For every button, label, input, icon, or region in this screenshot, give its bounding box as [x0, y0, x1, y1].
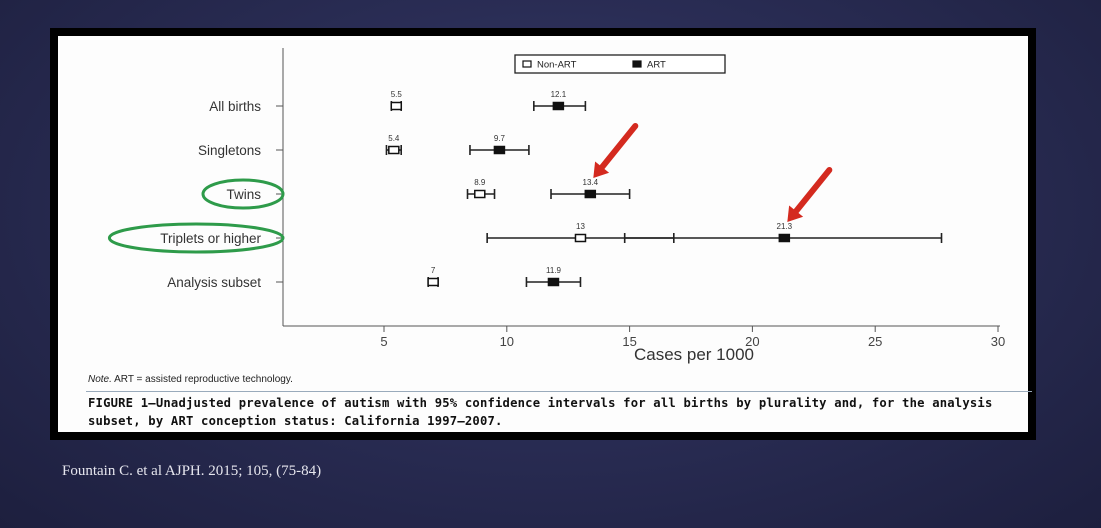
caption-divider	[86, 391, 1032, 392]
data-label-non-art-twins: 8.9	[474, 178, 486, 187]
plot-marks: 5.5 5.4 8.9 13 7 12.1 9.7 13.4 21.3 11.9	[385, 90, 943, 287]
x-tick-label: 5	[380, 334, 387, 349]
annotation-arrows	[593, 123, 833, 222]
legend-swatch-non-art	[522, 60, 532, 68]
point-art-triplets-or-higher	[778, 233, 791, 243]
point-art-singletons	[493, 145, 506, 155]
legend-label-art: ART	[647, 60, 666, 71]
legend-swatch-art	[632, 60, 642, 68]
note-text: ART = assisted reproductive technology.	[114, 374, 293, 385]
data-label-art-singletons: 9.7	[494, 134, 506, 143]
point-non-art-twins	[474, 189, 486, 199]
y-tick-label-analysis-subset: Analysis subset	[167, 275, 261, 290]
y-tick-label-singletons: Singletons	[198, 143, 261, 158]
y-tick-label-triplets-or-higher: Triplets or higher	[160, 231, 261, 246]
data-label-art-twins: 13.4	[583, 178, 599, 187]
figure-note: Note. ART = assisted reproductive techno…	[88, 374, 293, 385]
data-label-art-all-births: 12.1	[551, 90, 567, 99]
data-label-art-triplets-or-higher: 21.3	[777, 222, 793, 231]
arrow-shaft-twins	[599, 123, 639, 171]
highlight-ellipse-triplets-or-higher	[107, 222, 285, 254]
arrow-head-twins	[593, 161, 610, 178]
x-axis-title: Cases per 1000	[634, 345, 754, 364]
point-art-analysis-subset	[547, 277, 560, 287]
arrow-shaft-triplets-or-higher	[793, 167, 833, 215]
point-art-all-births	[552, 101, 565, 111]
arrow-head-triplets-or-higher	[787, 205, 804, 222]
y-tick-label-twins: Twins	[226, 187, 261, 202]
axes: 5 10 15 20 25 30 All births Singletons Twins Trip…	[160, 48, 1005, 349]
x-tick-label: 25	[868, 334, 882, 349]
point-non-art-all-births	[390, 101, 403, 111]
data-label-non-art-triplets-or-higher: 13	[576, 222, 585, 231]
point-non-art-analysis-subset	[427, 277, 439, 287]
note-prefix: Note.	[88, 374, 112, 385]
x-tick-label: 30	[991, 334, 1005, 349]
point-non-art-singletons	[388, 145, 400, 155]
point-art-twins	[584, 189, 597, 199]
legend-label-non-art: Non-ART	[537, 60, 577, 71]
figure-caption: FIGURE 1—Unadjusted prevalence of autism…	[88, 396, 993, 428]
y-tick-label-all-births: All births	[209, 99, 261, 114]
data-label-non-art-analysis-subset: 7	[431, 266, 436, 275]
legend-box	[514, 54, 726, 74]
data-label-art-analysis-subset: 11.9	[546, 266, 562, 275]
figure-panel	[58, 36, 1028, 432]
x-tick-label: 15	[622, 334, 636, 349]
highlight-ellipse-twins	[201, 178, 285, 210]
data-label-non-art-all-births: 5.5	[391, 90, 403, 99]
citation: Fountain C. et al AJPH. 2015; 105, (75-8…	[62, 463, 322, 479]
legend: Non-ART ART	[514, 54, 726, 74]
data-label-non-art-singletons: 5.4	[388, 134, 400, 143]
point-non-art-triplets-or-higher	[574, 233, 587, 243]
category-highlights	[107, 178, 285, 254]
x-tick-label: 20	[745, 334, 759, 349]
x-tick-label: 10	[500, 334, 514, 349]
